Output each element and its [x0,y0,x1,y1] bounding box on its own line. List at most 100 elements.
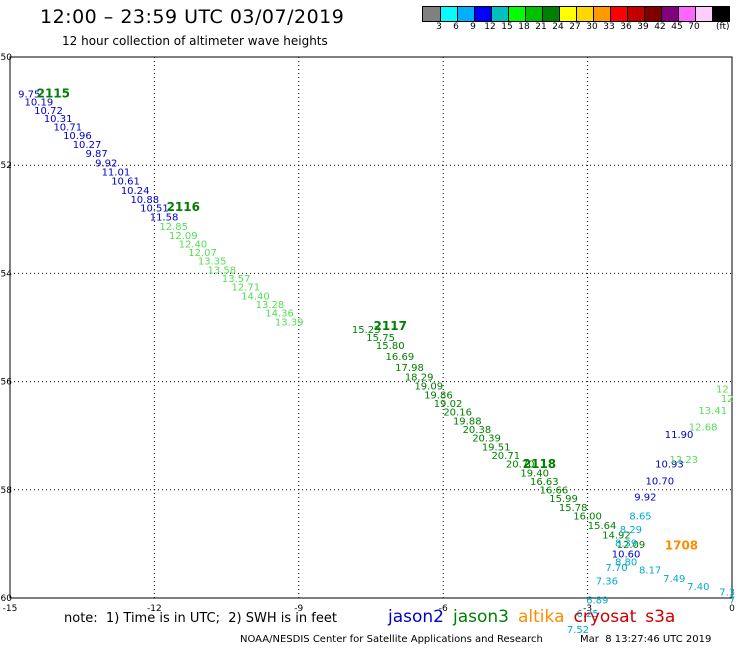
wave-height-label: 19.88 [453,416,482,427]
color-scale-label: 18 [518,22,530,32]
color-swatch [542,7,559,21]
color-scale-label: 9 [470,22,476,32]
wave-height-label: 7.49 [663,574,685,585]
color-scale-label: 6 [453,22,459,32]
y-tick-label: -56 [0,378,12,388]
color-swatch [610,7,627,21]
color-scale-label: 30 [586,22,598,32]
wave-height-label: 15.64 [588,521,617,532]
wave-height-label: 20.16 [443,408,472,419]
color-scale-label: 12 [484,22,496,32]
wave-height-label: 15.80 [376,341,405,352]
x-tick-label: 0 [729,604,735,614]
x-tick-label: -9 [294,604,303,614]
track-id-label: 2115 [37,87,70,101]
wave-height-label: 18.29 [405,373,434,384]
color-scale-label: 33 [603,22,615,32]
wave-height-label: 19.40 [520,468,549,479]
color-swatch [695,7,712,21]
y-tick-label: -52 [0,161,12,171]
wave-height-label: 12.09 [169,231,198,242]
color-scale-unit: (ft) [716,22,730,32]
wave-height-label: 10.71 [53,123,82,134]
wave-height-label: 13.57 [222,274,251,285]
color-swatch [661,7,678,21]
wave-height-label: 20.38 [463,425,492,436]
color-scale-label: 39 [637,22,649,32]
wave-height-label: 10.96 [63,131,92,142]
wave-height-label: 8.80 [615,558,637,569]
legend-jason2: jason2 [388,607,444,627]
track-id-label: 2116 [167,200,200,214]
wave-height-label: 8.17 [639,566,661,577]
wave-height-label: 17.98 [395,363,424,374]
wave-height-label: 19.86 [424,390,453,401]
color-swatch [627,7,644,21]
plot-frame [9,56,733,599]
color-swatch [440,7,457,21]
legend-cryosat: cryosat [573,607,637,627]
wave-height-label: 13.28 [256,300,285,311]
color-scale-label: 15 [501,22,513,32]
wave-height-label: 9.92 [95,158,117,169]
wave-height-label: 12 [716,384,729,395]
color-scale-bar [422,6,730,22]
color-scale-label: 42 [654,22,666,32]
wave-height-label: 12.71 [232,283,261,294]
wave-height-label: 13.39 [275,317,304,328]
wave-height-label: 20.70 [506,460,535,471]
wave-height-label: 16.00 [573,512,602,523]
wave-height-label: 12.40 [179,239,208,250]
wave-height-label: 8.39 [615,539,637,550]
chart-title: 12:00 – 23:59 UTC 03/07/2019 [40,6,345,28]
wave-height-label: 7.52 [567,625,589,636]
color-swatch [559,7,576,21]
wave-height-label: 16.63 [530,477,559,488]
wave-height-label: 12.23 [670,455,699,466]
wave-height-label: 7 [729,595,735,606]
y-tick-label: -58 [0,486,12,496]
color-swatch [712,7,729,21]
wave-height-label: 14.92 [602,530,631,541]
wave-height-label: 12.68 [689,422,718,433]
wave-height-label: 19.09 [414,382,443,393]
wave-height-label: 19.02 [434,399,463,410]
y-tick-label: -50 [0,53,12,63]
color-swatch [474,7,491,21]
wave-height-label: 6.89 [586,595,608,606]
satellite-legend: jason2 jason3 altika cryosat s3a [388,607,684,627]
wave-height-label: 10.31 [44,114,73,125]
wave-height-label: 15.23 [352,325,381,336]
wave-height-label: 10.51 [140,204,169,215]
wave-height-label: 7.70 [605,563,627,574]
color-swatch [678,7,695,21]
x-tick-label: -3 [583,604,592,614]
wave-height-label: 10.88 [130,195,159,206]
credit-line: NOAA/NESDIS Center for Satellite Applica… [240,634,543,645]
wave-height-label: 13.58 [207,265,236,276]
wave-height-label: 8.65 [629,512,651,523]
color-scale-label: 21 [535,22,547,32]
wave-height-label: 12 [721,394,734,405]
wave-height-label: 15.75 [366,333,395,344]
wave-height-label: 19.51 [482,442,511,453]
wave-height-label: 6.25 [576,609,598,620]
wave-height-label: 13.35 [198,257,227,268]
generation-timestamp: Mar 8 13:27:46 UTC 2019 [580,634,712,645]
wave-height-label: 16.66 [540,486,569,497]
wave-height-label: 10.24 [121,186,150,197]
color-swatch [508,7,525,21]
track-id-label: 2118 [523,457,556,471]
color-swatch [576,7,593,21]
x-tick-label: -15 [3,604,18,614]
wave-height-label: 9.92 [634,493,656,504]
wave-height-label: 10.60 [612,549,641,560]
track-id-label: 2117 [374,319,407,333]
wave-height-label: 10.19 [25,98,54,109]
footnote: note: 1) Time is in UTC; 2) SWH is in fe… [64,611,337,626]
wave-height-label: 12.85 [159,222,188,233]
color-scale-label: 24 [552,22,564,32]
wave-height-label: 10.93 [655,460,684,471]
wave-height-label: 13.41 [698,406,727,417]
